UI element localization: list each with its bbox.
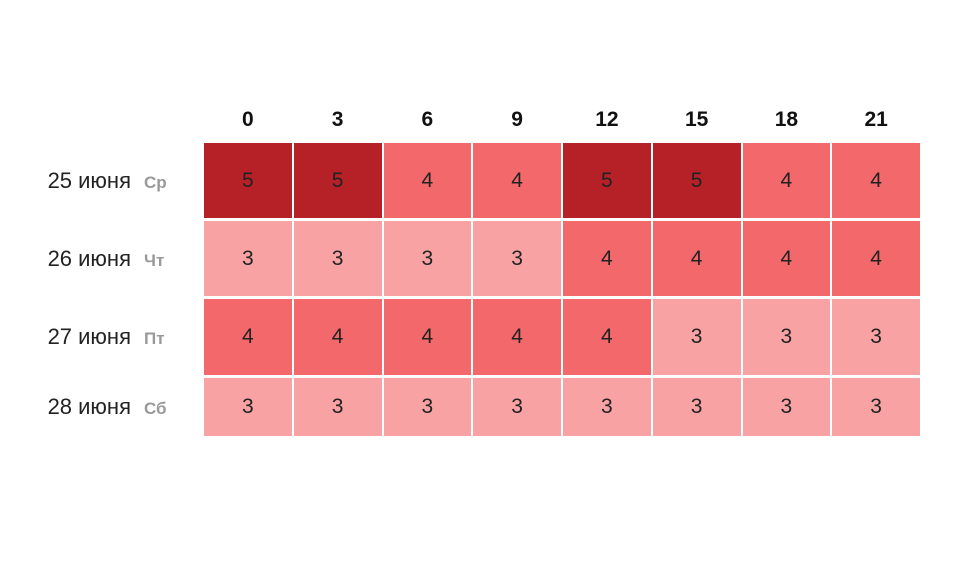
cell: 4 xyxy=(473,143,561,218)
column-header: 3 xyxy=(331,108,344,131)
cell: 3 xyxy=(832,299,920,375)
cell: 5 xyxy=(652,143,741,218)
cell: 5 xyxy=(563,143,651,218)
column-header: 21 xyxy=(864,108,888,131)
date-label: 26 июня xyxy=(47,245,131,271)
column-header: 12 xyxy=(595,108,619,131)
cell: 3 xyxy=(742,299,831,375)
weekday-label: Ср xyxy=(144,172,167,192)
cell: 3 xyxy=(832,378,920,436)
cell: 3 xyxy=(742,378,831,436)
cell: 4 xyxy=(742,143,831,218)
date-label: 28 июня xyxy=(47,394,131,419)
column-header: 0 xyxy=(242,108,254,131)
cell: 4 xyxy=(832,221,920,296)
column-header: 15 xyxy=(684,108,709,131)
cell: 5 xyxy=(204,143,292,218)
cell: 4 xyxy=(742,221,831,296)
column-header: 18 xyxy=(774,108,799,131)
cell: 4 xyxy=(293,299,382,375)
cell: 4 xyxy=(652,221,741,296)
cell: 3 xyxy=(563,378,651,436)
cell: 3 xyxy=(293,378,382,436)
cell: 4 xyxy=(204,299,292,375)
cell: 3 xyxy=(204,378,292,436)
cell: 3 xyxy=(383,221,472,296)
cell: 4 xyxy=(473,299,561,375)
column-header: 6 xyxy=(421,108,434,131)
cell: 3 xyxy=(473,221,561,296)
date-label: 27 июня xyxy=(47,324,131,349)
cell: 4 xyxy=(563,221,651,296)
weekday-label: Сб xyxy=(144,399,167,418)
cell: 3 xyxy=(293,221,382,296)
cell: 3 xyxy=(473,378,561,436)
cell: 3 xyxy=(652,299,741,375)
cell: 4 xyxy=(563,299,651,375)
weekday-label: Пт xyxy=(144,329,165,348)
cell: 4 xyxy=(832,143,920,218)
date-label: 25 июня xyxy=(47,167,131,193)
cell: 4 xyxy=(383,143,472,218)
weekday-label: Чт xyxy=(144,250,165,270)
cell: 5 xyxy=(293,143,382,218)
cell: 3 xyxy=(383,378,472,436)
column-header: 9 xyxy=(511,108,523,131)
cell: 3 xyxy=(204,221,292,296)
cell: 4 xyxy=(383,299,472,375)
cell: 3 xyxy=(652,378,741,436)
